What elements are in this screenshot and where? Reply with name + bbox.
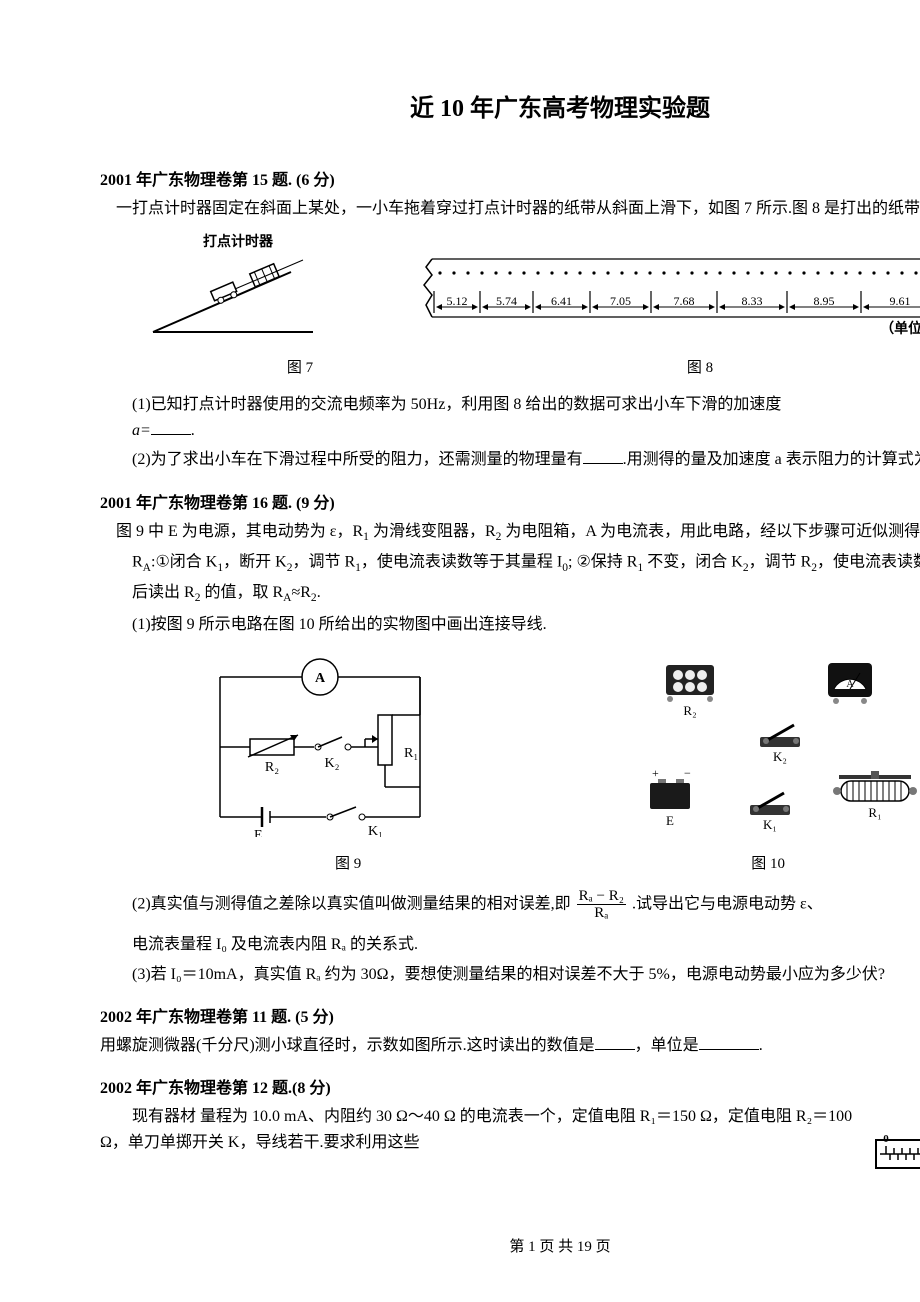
- fig7-label: 打点计时器: [203, 233, 274, 250]
- q3-heading: 2002 年广东物理卷第 11 题. (5 分): [100, 1005, 920, 1031]
- q2-figures: A R₂ K₂ R₁: [100, 647, 920, 846]
- svg-text:+: +: [652, 766, 659, 780]
- svg-text:7.68: 7.68: [673, 294, 694, 308]
- svg-text:（单位：cm）: （单位：cm）: [880, 320, 920, 337]
- blank: [595, 1033, 635, 1050]
- blank: [699, 1033, 759, 1050]
- fig7: 打点计时器: [143, 232, 333, 351]
- photo-k1-label: K₁: [763, 817, 777, 832]
- blank: [151, 418, 191, 435]
- q1-heading: 2001 年广东物理卷第 15 题. (6 分): [100, 168, 920, 194]
- fig9-svg: A R₂ K₂ R₁: [190, 647, 450, 837]
- svg-text:5.12: 5.12: [446, 294, 467, 308]
- svg-text:6.41: 6.41: [551, 294, 572, 308]
- svg-text:A: A: [846, 679, 854, 690]
- q1-intro: 一打点计时器固定在斜面上某处，一小车拖着穿过打点计时器的纸带从斜面上滑下，如图 …: [116, 196, 920, 222]
- ammeter-label: A: [315, 671, 326, 686]
- q2-intro: 图 9 中 E 为电源，其电动势为 ε，R1 为滑线变阻器，R2 为电阻箱，A …: [116, 519, 920, 608]
- page-title: 近 10 年广东高考物理实验题: [100, 90, 920, 128]
- q4-heading: 2002 年广东物理卷第 12 题.(8 分): [100, 1076, 920, 1102]
- q2-heading: 2001 年广东物理卷第 16 题. (9 分): [100, 491, 920, 517]
- fig10-caption: 图 10: [751, 852, 825, 876]
- svg-text:9.61: 9.61: [889, 294, 910, 308]
- svg-text:7.05: 7.05: [610, 294, 631, 308]
- fig8-caption: 图 8: [687, 356, 833, 380]
- fig10: R₂ A K₂ + − E: [630, 647, 920, 846]
- fig8-svg: 5.125.746.417.057.688.338.959.6110.26（单位…: [418, 247, 920, 342]
- q1-captions: 图 7 图 8: [100, 356, 920, 380]
- q3-text: 用螺旋测微器(千分尺)测小球直径时，示数如图所示.这时读出的数值是，单位是.: [100, 1033, 920, 1059]
- q4-text: 现有器材 量程为 10.0 mA、内阻约 30 Ω～40 Ω 的电流表一个，定值…: [100, 1104, 920, 1155]
- r2-label: R₂: [265, 760, 279, 775]
- photo-r2-label: R₂: [683, 703, 696, 718]
- q1-sub1: (1)已知打点计时器使用的交流电频率为 50Hz，利用图 8 给出的数据可求出小…: [132, 392, 920, 443]
- svg-text:−: −: [684, 766, 691, 780]
- q2-sub1: (1)按图 9 所示电路在图 10 所给出的实物图中画出连接导线.: [132, 612, 920, 638]
- q2-captions: 图 9 图 10: [100, 852, 920, 876]
- svg-text:8.33: 8.33: [741, 294, 762, 308]
- page-footer: 第 1 页 共 19 页: [100, 1235, 920, 1259]
- q1-sub2: (2)为了求出小车在下滑过程中所受的阻力，还需测量的物理量有.用测得的量及加速度…: [132, 447, 920, 473]
- fraction: Rₐ − R₂Rₐ: [577, 888, 626, 922]
- svg-text:8.95: 8.95: [813, 294, 834, 308]
- svg-text:5.74: 5.74: [496, 294, 517, 308]
- q2-sub2: (2)真实值与测得值之差除以真实值叫做测量结果的相对误差,即 Rₐ − R₂Rₐ…: [132, 888, 920, 922]
- q2-sub3: (3)若 I₀＝10mA，真实值 Rₐ 约为 30Ω，要想使测量结果的相对误差不…: [132, 962, 920, 988]
- k1-label: K₁: [368, 824, 383, 837]
- r1-label: R₁: [404, 746, 418, 761]
- micrometer-svg: 0 5 5 45 40: [870, 1106, 920, 1202]
- blank: [583, 447, 623, 464]
- fig10-svg: R₂ A K₂ + − E: [630, 647, 920, 837]
- fig9: A R₂ K₂ R₁: [190, 647, 450, 846]
- micrometer-fig: 0 5 5 45 40: [870, 1106, 920, 1211]
- q1-figures: 打点计时器 5.125.746.417.057.688.338.959.6110…: [100, 232, 920, 351]
- fig8: 5.125.746.417.057.688.338.959.6110.26（单位…: [418, 247, 920, 351]
- photo-r1-label: R₁: [868, 805, 881, 820]
- e-label: E: [254, 828, 263, 837]
- photo-e-label: E: [666, 813, 674, 828]
- k2-label: K₂: [325, 756, 340, 771]
- fig7-caption: 图 7: [287, 356, 313, 380]
- photo-k2-label: K₂: [773, 749, 787, 764]
- q2-sub2b: 电流表量程 I₀ 及电流表内阻 Rₐ 的关系式.: [132, 932, 920, 958]
- fig9-caption: 图 9: [295, 852, 361, 876]
- fig7-svg: 打点计时器: [143, 232, 333, 342]
- mm-main-0: 0: [883, 1133, 889, 1145]
